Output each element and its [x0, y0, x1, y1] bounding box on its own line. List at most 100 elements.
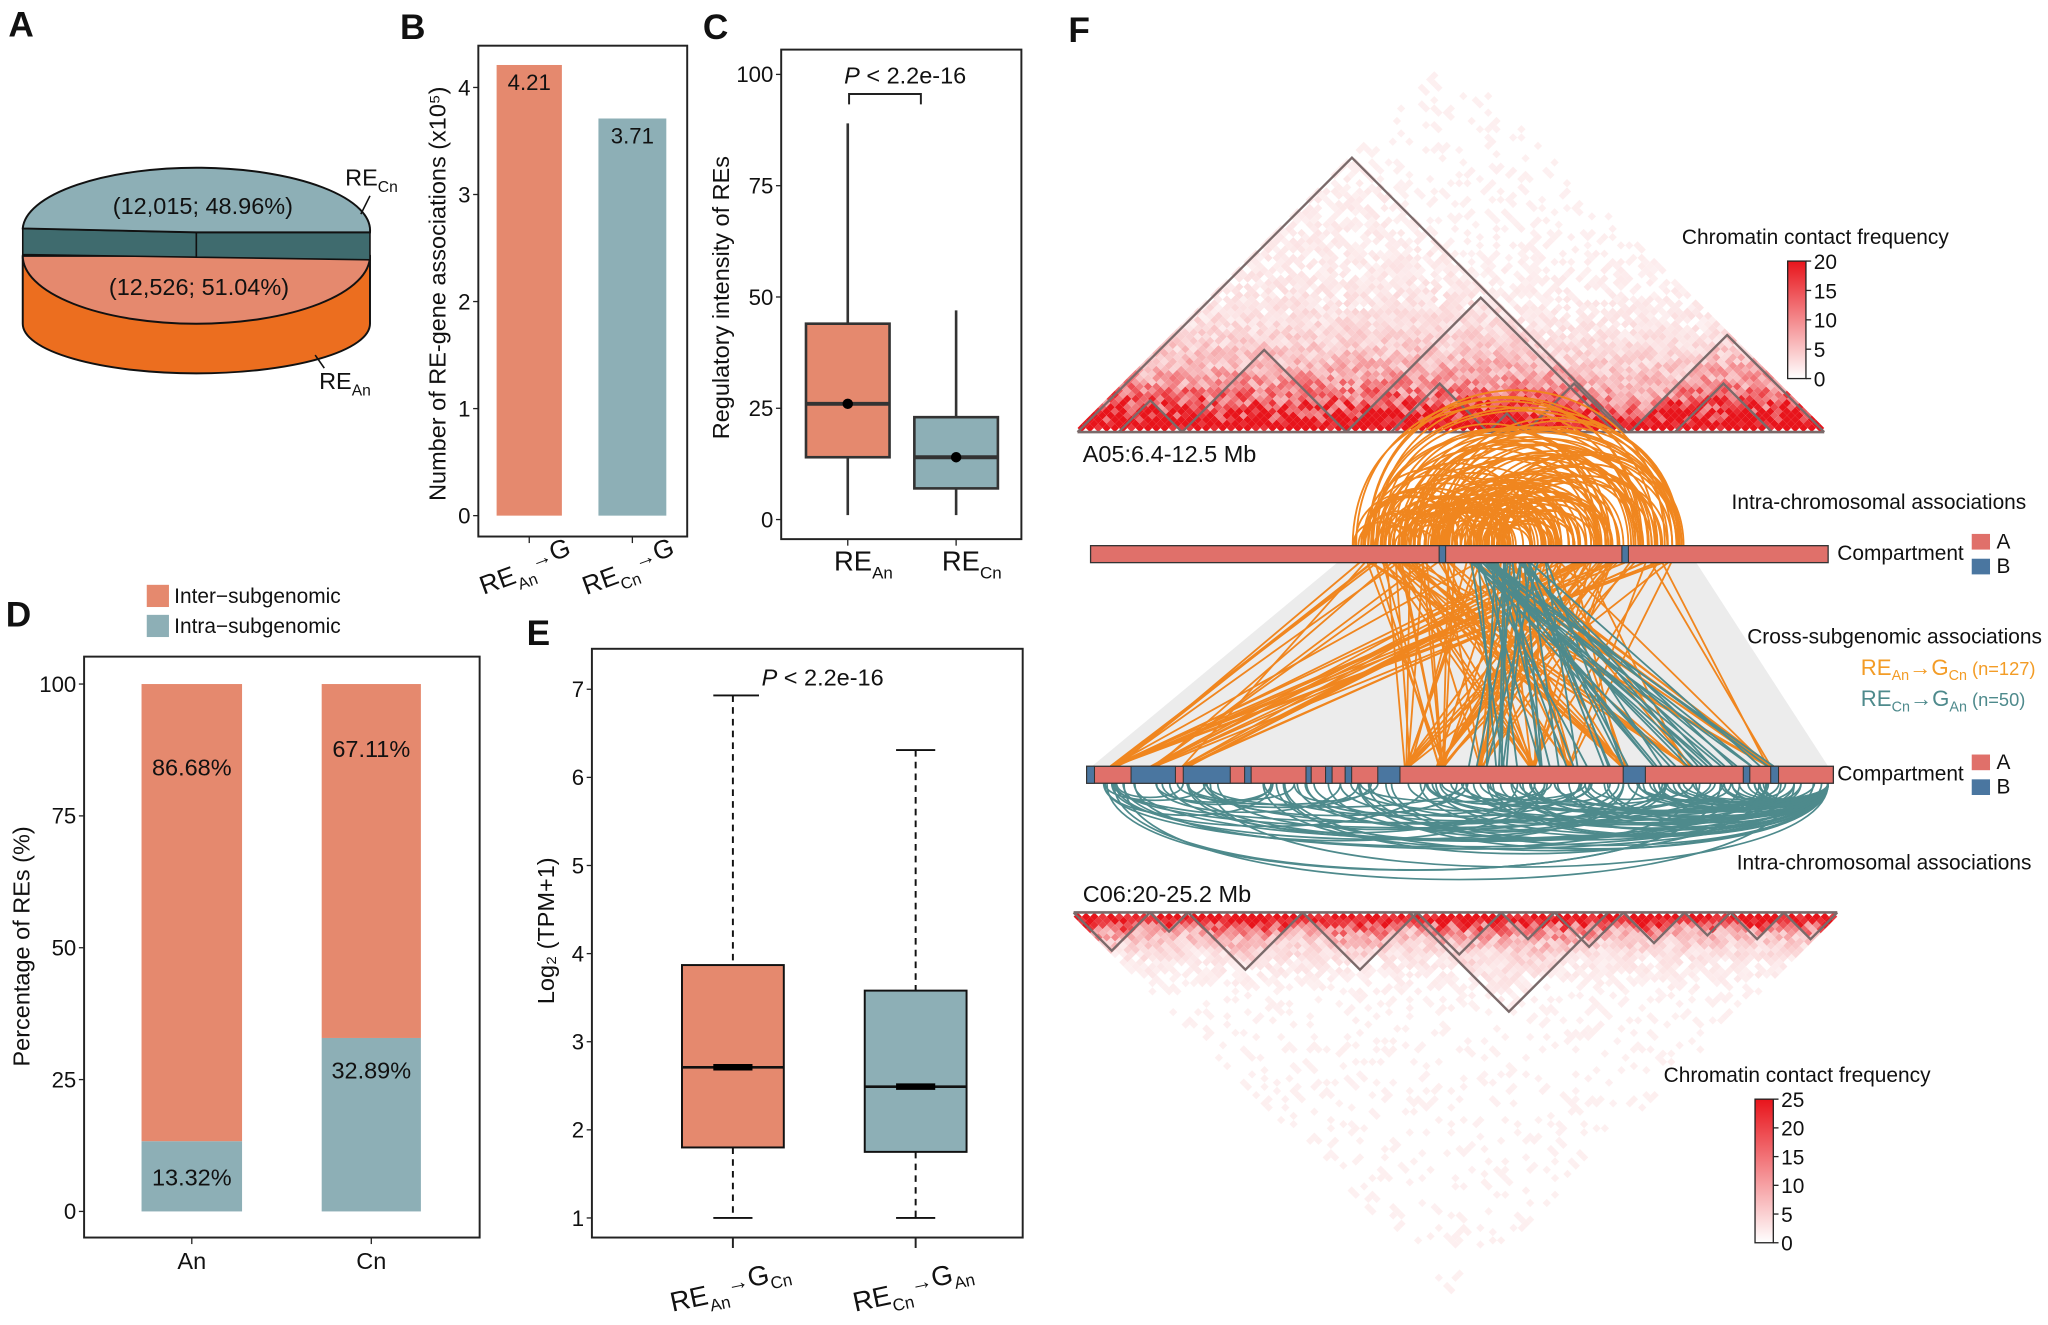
- heatmap-cell: [1355, 369, 1364, 379]
- heatmap-cell: [1284, 374, 1294, 383]
- heatmap-cell: [1355, 187, 1364, 196]
- heatmap-cell: [1272, 253, 1281, 263]
- heatmap-cell: [1367, 282, 1377, 292]
- heatmap-cell: [1546, 386, 1555, 395]
- heatmap-cell: [1405, 245, 1414, 254]
- heatmap-cell: [1434, 398, 1443, 408]
- heatmap-cell: [1600, 282, 1609, 292]
- heatmap-cell: [1347, 328, 1356, 337]
- heatmap-cell: [1218, 415, 1227, 424]
- heatmap-cell: [1367, 307, 1377, 316]
- heatmap-cell: [1579, 369, 1588, 379]
- heatmap-cell: [1405, 311, 1414, 321]
- heatmap-cell: [1372, 187, 1381, 196]
- heatmap-cell: [1264, 320, 1273, 329]
- heatmap-cell: [1384, 158, 1393, 167]
- heatmap-cell: [1214, 378, 1223, 387]
- heatmap-cell: [1455, 353, 1464, 362]
- heatmap-cell: [1168, 374, 1178, 383]
- heatmap-cell: [1637, 270, 1646, 279]
- heatmap-cell: [1421, 303, 1431, 312]
- heatmap-cell: [1326, 1115, 1336, 1125]
- heatmap-cell: [1438, 187, 1447, 196]
- heatmap-cell: [1501, 1115, 1510, 1125]
- heatmap-cell: [1235, 340, 1244, 350]
- heatmap-cell: [1696, 1045, 1705, 1054]
- heatmap-cell: [1592, 1124, 1601, 1133]
- x-category-label: RECn→GAn: [848, 1254, 978, 1323]
- heatmap-cell: [1206, 336, 1215, 345]
- heatmap-cell: [1649, 274, 1659, 283]
- heatmap-cell: [1322, 195, 1331, 204]
- heatmap-cell: [1160, 415, 1169, 424]
- label-part: RE: [942, 545, 980, 576]
- heatmap-cell: [1243, 282, 1252, 292]
- heatmap-cell: [1359, 332, 1368, 341]
- heatmap-cell: [1239, 361, 1248, 370]
- heatmap-cell: [1322, 187, 1331, 196]
- heatmap-cell: [1537, 369, 1547, 379]
- heatmap-cell: [1401, 1107, 1410, 1116]
- heatmap-cell: [1562, 179, 1572, 188]
- heatmap-cell: [1339, 1120, 1348, 1129]
- heatmap-cell: [1231, 295, 1240, 304]
- heatmap-cell: [1417, 407, 1426, 416]
- heatmap-cell: [1554, 295, 1563, 304]
- heatmap-cell: [1392, 183, 1402, 192]
- heatmap-cell: [1633, 282, 1642, 292]
- heatmap-cell: [1616, 374, 1626, 383]
- heatmap-cell: [1255, 320, 1265, 329]
- heatmap-cell: [1210, 340, 1219, 350]
- heatmap-cell: [1525, 282, 1534, 292]
- heatmap-cell: [1695, 311, 1704, 321]
- heatmap-cell: [1413, 386, 1422, 395]
- heatmap-cell: [1480, 1036, 1489, 1046]
- heatmap-cell: [1430, 328, 1439, 337]
- heatmap-cell: [1579, 311, 1588, 321]
- heatmap-cell: [1380, 320, 1389, 329]
- heatmap-cell: [1372, 286, 1381, 296]
- heatmap-cell: [1558, 382, 1568, 391]
- heatmap-cell: [1322, 386, 1331, 395]
- heatmap-cell: [1508, 166, 1518, 175]
- heatmap-cell: [1384, 365, 1393, 375]
- heatmap-cell: [1293, 332, 1302, 341]
- heatmap-cell: [1392, 266, 1402, 275]
- heatmap-cell: [1218, 398, 1227, 408]
- e-y-tick-label: 1: [572, 1206, 584, 1231]
- heatmap-cell: [1496, 278, 1505, 287]
- heatmap-cell: [1496, 286, 1505, 296]
- heatmap-cell: [1392, 257, 1402, 267]
- heatmap-cell: [1471, 378, 1480, 387]
- heatmap-cell: [1272, 1086, 1282, 1096]
- heatmap-cell: [1476, 1132, 1485, 1141]
- heatmap-cell: [1284, 340, 1294, 350]
- heatmap-cell: [1625, 357, 1634, 366]
- heatmap-cell: [1699, 332, 1709, 341]
- heatmap-cell: [1260, 1082, 1269, 1091]
- heatmap-cell: [1562, 187, 1572, 196]
- heatmap-cell: [1629, 1061, 1639, 1071]
- heatmap-cell: [1276, 299, 1285, 308]
- heatmap-cell: [1471, 270, 1480, 279]
- heatmap-cell: [1301, 274, 1310, 283]
- heatmap-cell: [1285, 999, 1294, 1008]
- heatmap-cell: [1417, 274, 1426, 283]
- heatmap-cell: [1584, 1074, 1593, 1083]
- heatmap-cell: [1334, 365, 1344, 375]
- heatmap-cell: [1405, 262, 1414, 271]
- heatmap-cell: [1567, 349, 1576, 358]
- heatmap-cell: [1330, 353, 1339, 362]
- heatmap-cell: [1683, 365, 1692, 375]
- heatmap-cell: [1388, 320, 1397, 329]
- heatmap-cell: [1480, 1169, 1489, 1179]
- heatmap-cell: [1355, 286, 1364, 296]
- heatmap-cell: [1604, 212, 1613, 221]
- heatmap-cell: [1579, 378, 1588, 387]
- heatmap-cell: [1388, 245, 1397, 254]
- heatmap-cell: [1222, 320, 1232, 329]
- heatmap-cell: [1591, 382, 1601, 391]
- heatmap-cell: [1671, 1012, 1680, 1021]
- heatmap-cell: [1256, 1053, 1265, 1062]
- heatmap-cell: [1380, 262, 1389, 271]
